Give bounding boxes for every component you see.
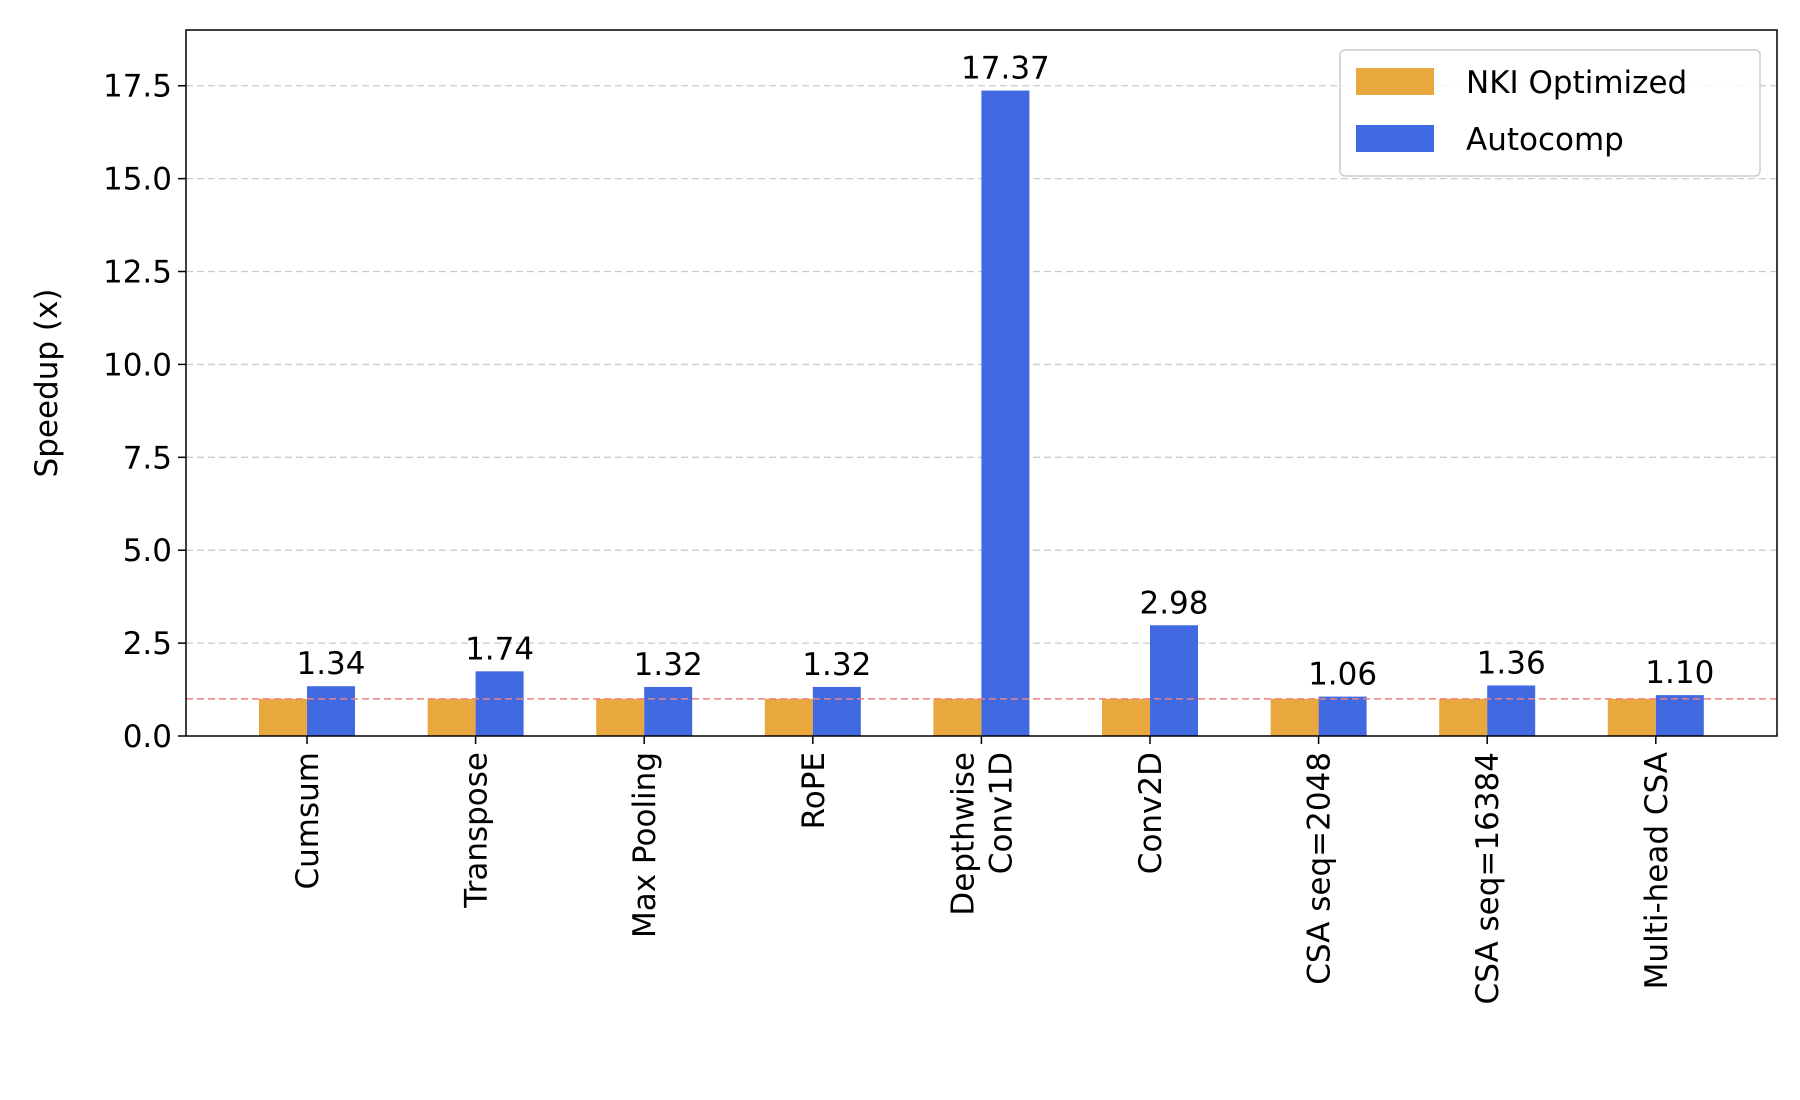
x-tick-label: Conv2D [1133, 752, 1169, 874]
bar-nki-optimized [427, 698, 476, 736]
x-tick-label-line: Multi-head CSA [1639, 752, 1675, 989]
bar-autocomp [644, 686, 693, 736]
x-tick-label: RoPE [796, 752, 832, 829]
x-tick-label: Transpose [459, 752, 495, 909]
x-tick-label-line: Cumsum [290, 752, 326, 890]
legend-label: NKI Optimized [1466, 65, 1687, 101]
x-tick-label-line: Conv2D [1133, 752, 1169, 874]
bar-autocomp [475, 671, 524, 736]
bar-nki-optimized [764, 698, 813, 736]
x-tick-label-line: Max Pooling [627, 752, 663, 938]
bar-nki-optimized [933, 698, 982, 736]
bars [259, 90, 1704, 736]
y-tick-label: 7.5 [123, 440, 172, 476]
bar-autocomp [1318, 696, 1367, 736]
y-tick-label: 12.5 [103, 255, 172, 291]
x-tick-label: Max Pooling [627, 752, 663, 938]
data-label: 1.10 [1645, 655, 1714, 691]
y-tick-label: 17.5 [103, 69, 172, 105]
bar-autocomp [1655, 695, 1704, 736]
data-label: 1.06 [1308, 657, 1377, 693]
data-label: 1.36 [1477, 645, 1546, 681]
legend-box [1339, 49, 1761, 177]
x-tick-label: DepthwiseConv1D [945, 752, 1019, 916]
y-tick-label: 0.0 [123, 719, 172, 755]
x-tick-label: CSA seq=2048 [1302, 752, 1338, 985]
x-tick-label: Multi-head CSA [1639, 752, 1675, 989]
y-tick-label: 5.0 [123, 533, 172, 569]
bar-autocomp [1150, 625, 1198, 736]
data-label: 1.74 [465, 631, 534, 667]
x-tick-label-line: RoPE [796, 752, 832, 829]
data-label: 17.37 [961, 51, 1050, 87]
bar-nki-optimized [596, 698, 645, 736]
bar-nki-optimized [1439, 698, 1488, 736]
x-tick-label-line: CSA seq=2048 [1302, 752, 1338, 985]
data-label: 1.32 [634, 647, 703, 683]
x-tick-label-line: Conv1D [983, 752, 1019, 874]
data-label: 1.32 [802, 647, 871, 683]
bar-autocomp [307, 686, 355, 736]
bar-nki-optimized [1102, 698, 1150, 736]
bar-nki-optimized [259, 698, 307, 736]
legend-label: Autocomp [1466, 122, 1624, 158]
bar-nki-optimized [1607, 698, 1656, 736]
x-tick-label-line: CSA seq=16384 [1470, 752, 1506, 1004]
data-label: 2.98 [1139, 585, 1208, 621]
x-tick-label-line: Transpose [459, 752, 495, 909]
bar-nki-optimized [1270, 698, 1319, 736]
y-axis-label: Speedup (x) [29, 289, 65, 478]
legend-swatch [1356, 68, 1434, 95]
legend-swatch [1356, 125, 1434, 152]
bar-autocomp [981, 90, 1030, 736]
y-tick-label: 15.0 [103, 162, 172, 198]
x-tick-label: Cumsum [290, 752, 326, 890]
data-labels: 1.34 1.74 1.32 1.32 17.37 2.98 1.06 1.36 1.10 [296, 51, 1714, 693]
y-tick-label: 2.5 [123, 626, 172, 662]
x-axis: Cumsum Transpose Max Pooling RoPE DepthwiseC… [290, 736, 1675, 1004]
x-tick-label-line: Depthwise [945, 752, 981, 916]
data-label: 1.34 [296, 646, 365, 682]
y-axis: 0.0 2.5 5.0 7.5 10.0 12.5 15.0 17.5 [103, 69, 186, 755]
legend: NKI Optimized Autocomp [1339, 49, 1761, 177]
x-tick-label: CSA seq=16384 [1470, 752, 1506, 1004]
bar-autocomp [812, 686, 861, 736]
y-tick-label: 10.0 [103, 347, 172, 383]
bar-autocomp [1487, 685, 1536, 736]
